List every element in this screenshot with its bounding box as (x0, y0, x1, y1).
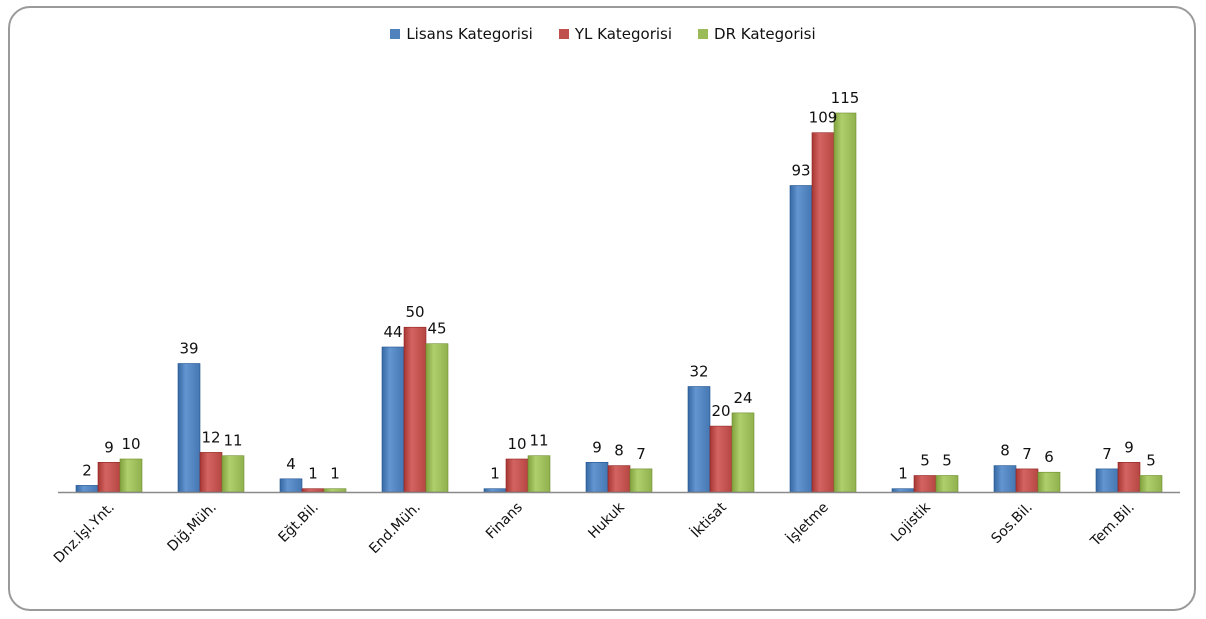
bar-lisans-4 (483, 488, 507, 493)
bar-lisans-2 (279, 478, 303, 493)
legend: Lisans Kategorisi YL Kategorisi DR Kateg… (0, 22, 1206, 46)
data-label-dr-10: 5 (1146, 452, 1156, 470)
bar-yl-0 (97, 461, 121, 493)
data-label-dr-6: 24 (733, 389, 752, 407)
bar-lisans-3 (381, 346, 405, 493)
data-label-dr-2: 1 (330, 465, 340, 483)
data-label-yl-2: 1 (308, 465, 318, 483)
bar-dr-1 (221, 455, 245, 493)
legend-item-lisans: Lisans Kategorisi (390, 25, 533, 43)
bar-lisans-5 (585, 461, 609, 493)
data-label-lisans-6: 32 (689, 363, 708, 381)
bar-yl-9 (1015, 468, 1039, 493)
bar-dr-5 (629, 468, 653, 493)
bar-lisans-6 (687, 386, 711, 493)
bar-yl-2 (301, 488, 325, 493)
legend-label-yl: YL Kategorisi (574, 25, 673, 43)
bar-yl-10 (1117, 461, 1141, 493)
bar-dr-0 (119, 458, 143, 493)
data-label-yl-4: 10 (507, 435, 526, 453)
data-label-dr-9: 6 (1044, 448, 1054, 466)
data-label-dr-0: 10 (121, 435, 140, 453)
bar-dr-10 (1139, 475, 1163, 493)
x-tick-label-8: Lojistik (888, 499, 934, 545)
bar-yl-5 (607, 465, 631, 493)
bar-lisans-9 (993, 465, 1017, 493)
legend-swatch-yl (558, 29, 569, 39)
data-label-dr-8: 5 (942, 452, 952, 470)
data-label-lisans-2: 4 (286, 455, 296, 473)
data-label-yl-10: 9 (1124, 438, 1134, 456)
x-tick-label-6: İktisat (687, 498, 730, 541)
legend-item-dr: DR Kategorisi (698, 25, 816, 43)
data-label-yl-1: 12 (201, 428, 220, 446)
bar-dr-2 (323, 488, 347, 493)
data-label-yl-8: 5 (920, 452, 930, 470)
bar-lisans-1 (177, 363, 201, 493)
data-label-yl-0: 9 (104, 438, 114, 456)
x-tick-label-1: Diğ.Müh. (164, 500, 219, 555)
x-tick-label-4: Finans (483, 500, 526, 543)
bar-dr-8 (935, 475, 959, 493)
x-tick-label-10: Tem.Bil. (1087, 500, 1138, 551)
chart-frame (8, 6, 1196, 611)
x-tick-label-7: İşletme (783, 498, 832, 547)
data-label-dr-7: 115 (831, 89, 860, 107)
data-label-yl-9: 7 (1022, 445, 1032, 463)
legend-label-lisans: Lisans Kategorisi (406, 25, 533, 43)
x-tick-label-0: Dnz.İşl.Ynt. (50, 498, 118, 566)
bars-group (75, 112, 1163, 493)
bar-dr-9 (1037, 471, 1061, 493)
data-label-dr-1: 11 (223, 432, 242, 450)
data-label-yl-5: 8 (614, 442, 624, 460)
bar-yl-1 (199, 452, 223, 493)
bar-yl-3 (403, 326, 427, 493)
legend-swatch-lisans (390, 29, 401, 39)
data-label-lisans-3: 44 (383, 323, 402, 341)
data-label-lisans-0: 2 (82, 461, 92, 479)
bar-yl-8 (913, 475, 937, 493)
data-label-yl-6: 20 (711, 402, 730, 420)
x-tick-label-3: End.Müh. (366, 500, 424, 558)
legend-swatch-dr (698, 29, 709, 39)
data-label-lisans-1: 39 (179, 340, 198, 358)
bar-lisans-10 (1095, 468, 1119, 493)
data-label-dr-5: 7 (636, 445, 646, 463)
x-tick-label-2: Eğt.Bil. (276, 500, 322, 546)
legend-item-yl: YL Kategorisi (558, 25, 673, 43)
bar-lisans-8 (891, 488, 915, 493)
data-label-lisans-7: 93 (791, 162, 810, 180)
data-label-dr-4: 11 (529, 432, 548, 450)
bar-dr-7 (833, 112, 857, 493)
x-tick-label-9: Sos.Bil. (988, 500, 1035, 547)
bar-yl-6 (709, 425, 733, 493)
legend-label-dr: DR Kategorisi (714, 25, 816, 43)
data-label-lisans-10: 7 (1102, 445, 1112, 463)
data-label-lisans-8: 1 (898, 465, 908, 483)
data-label-yl-7: 109 (809, 109, 838, 127)
bar-dr-3 (425, 343, 449, 493)
x-tick-labels-group: Dnz.İşl.Ynt. Diğ.Müh. Eğt.Bil. End.Müh. Fina… (50, 498, 1138, 567)
data-label-lisans-4: 1 (490, 465, 500, 483)
bar-yl-4 (505, 458, 529, 493)
data-label-lisans-5: 9 (592, 438, 602, 456)
bar-lisans-7 (789, 185, 813, 493)
bar-lisans-0 (75, 485, 99, 493)
data-label-lisans-9: 8 (1000, 442, 1010, 460)
data-label-dr-3: 45 (427, 320, 446, 338)
x-tick-label-5: Hukuk (585, 499, 628, 542)
bar-yl-7 (811, 132, 835, 493)
bar-dr-4 (527, 455, 551, 493)
data-label-yl-3: 50 (405, 303, 424, 321)
bar-dr-6 (731, 412, 755, 493)
